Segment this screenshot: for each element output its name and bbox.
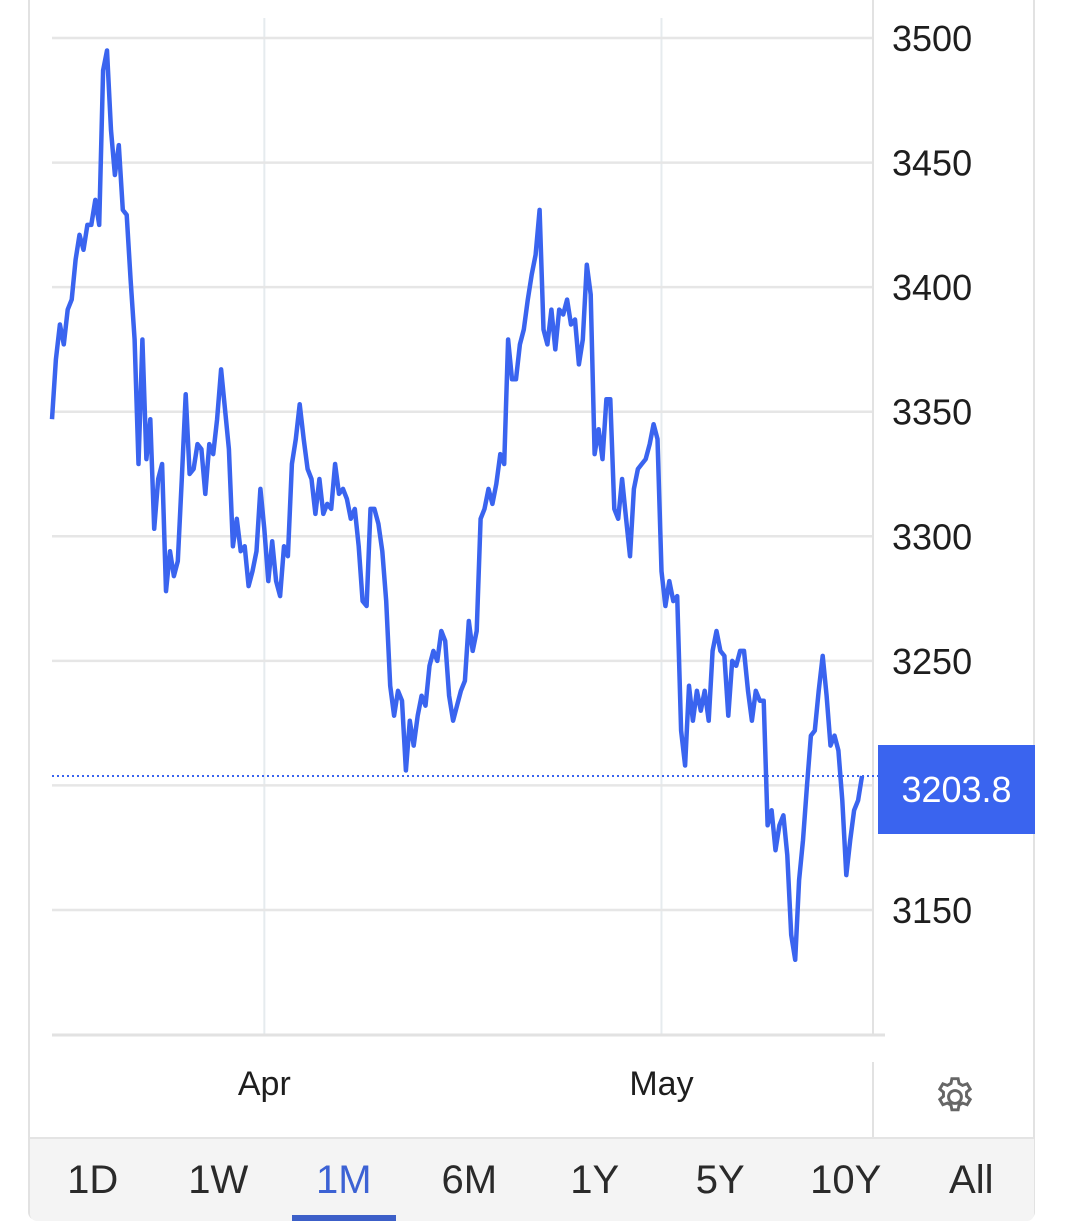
y-tick-label: 3350 bbox=[892, 392, 972, 433]
y-tick-label: 3250 bbox=[892, 641, 972, 682]
last-price-label: 3203.8 bbox=[878, 745, 1035, 834]
tab-1d[interactable]: 1D bbox=[67, 1157, 119, 1202]
tab-1y[interactable]: 1Y bbox=[570, 1157, 620, 1202]
y-tick-label: 3450 bbox=[892, 143, 972, 184]
gear-icon[interactable] bbox=[933, 1075, 977, 1119]
price-chart[interactable]: Apr May 3150 3250 3300 3350 3400 3450 3500 bbox=[0, 0, 1072, 1140]
range-tabs: 1D 1W 1M 6M 1Y 5Y 10Y All bbox=[30, 1137, 1034, 1221]
y-tick-label: 3300 bbox=[892, 516, 972, 557]
y-tick-label: 3500 bbox=[892, 18, 972, 59]
tab-1w[interactable]: 1W bbox=[188, 1157, 249, 1202]
tab-all[interactable]: All bbox=[949, 1157, 994, 1202]
x-tick-label: May bbox=[629, 1065, 693, 1103]
price-series-line bbox=[49, 48, 865, 963]
y-tick-label: 3400 bbox=[892, 267, 972, 308]
tab-10y[interactable]: 10Y bbox=[810, 1157, 882, 1202]
tab-1m[interactable]: 1M bbox=[281, 1139, 407, 1221]
x-tick-label: Apr bbox=[238, 1065, 291, 1103]
tab-6m[interactable]: 6M bbox=[441, 1157, 498, 1202]
y-tick-label: 3150 bbox=[892, 890, 972, 931]
tab-5y[interactable]: 5Y bbox=[695, 1157, 745, 1202]
